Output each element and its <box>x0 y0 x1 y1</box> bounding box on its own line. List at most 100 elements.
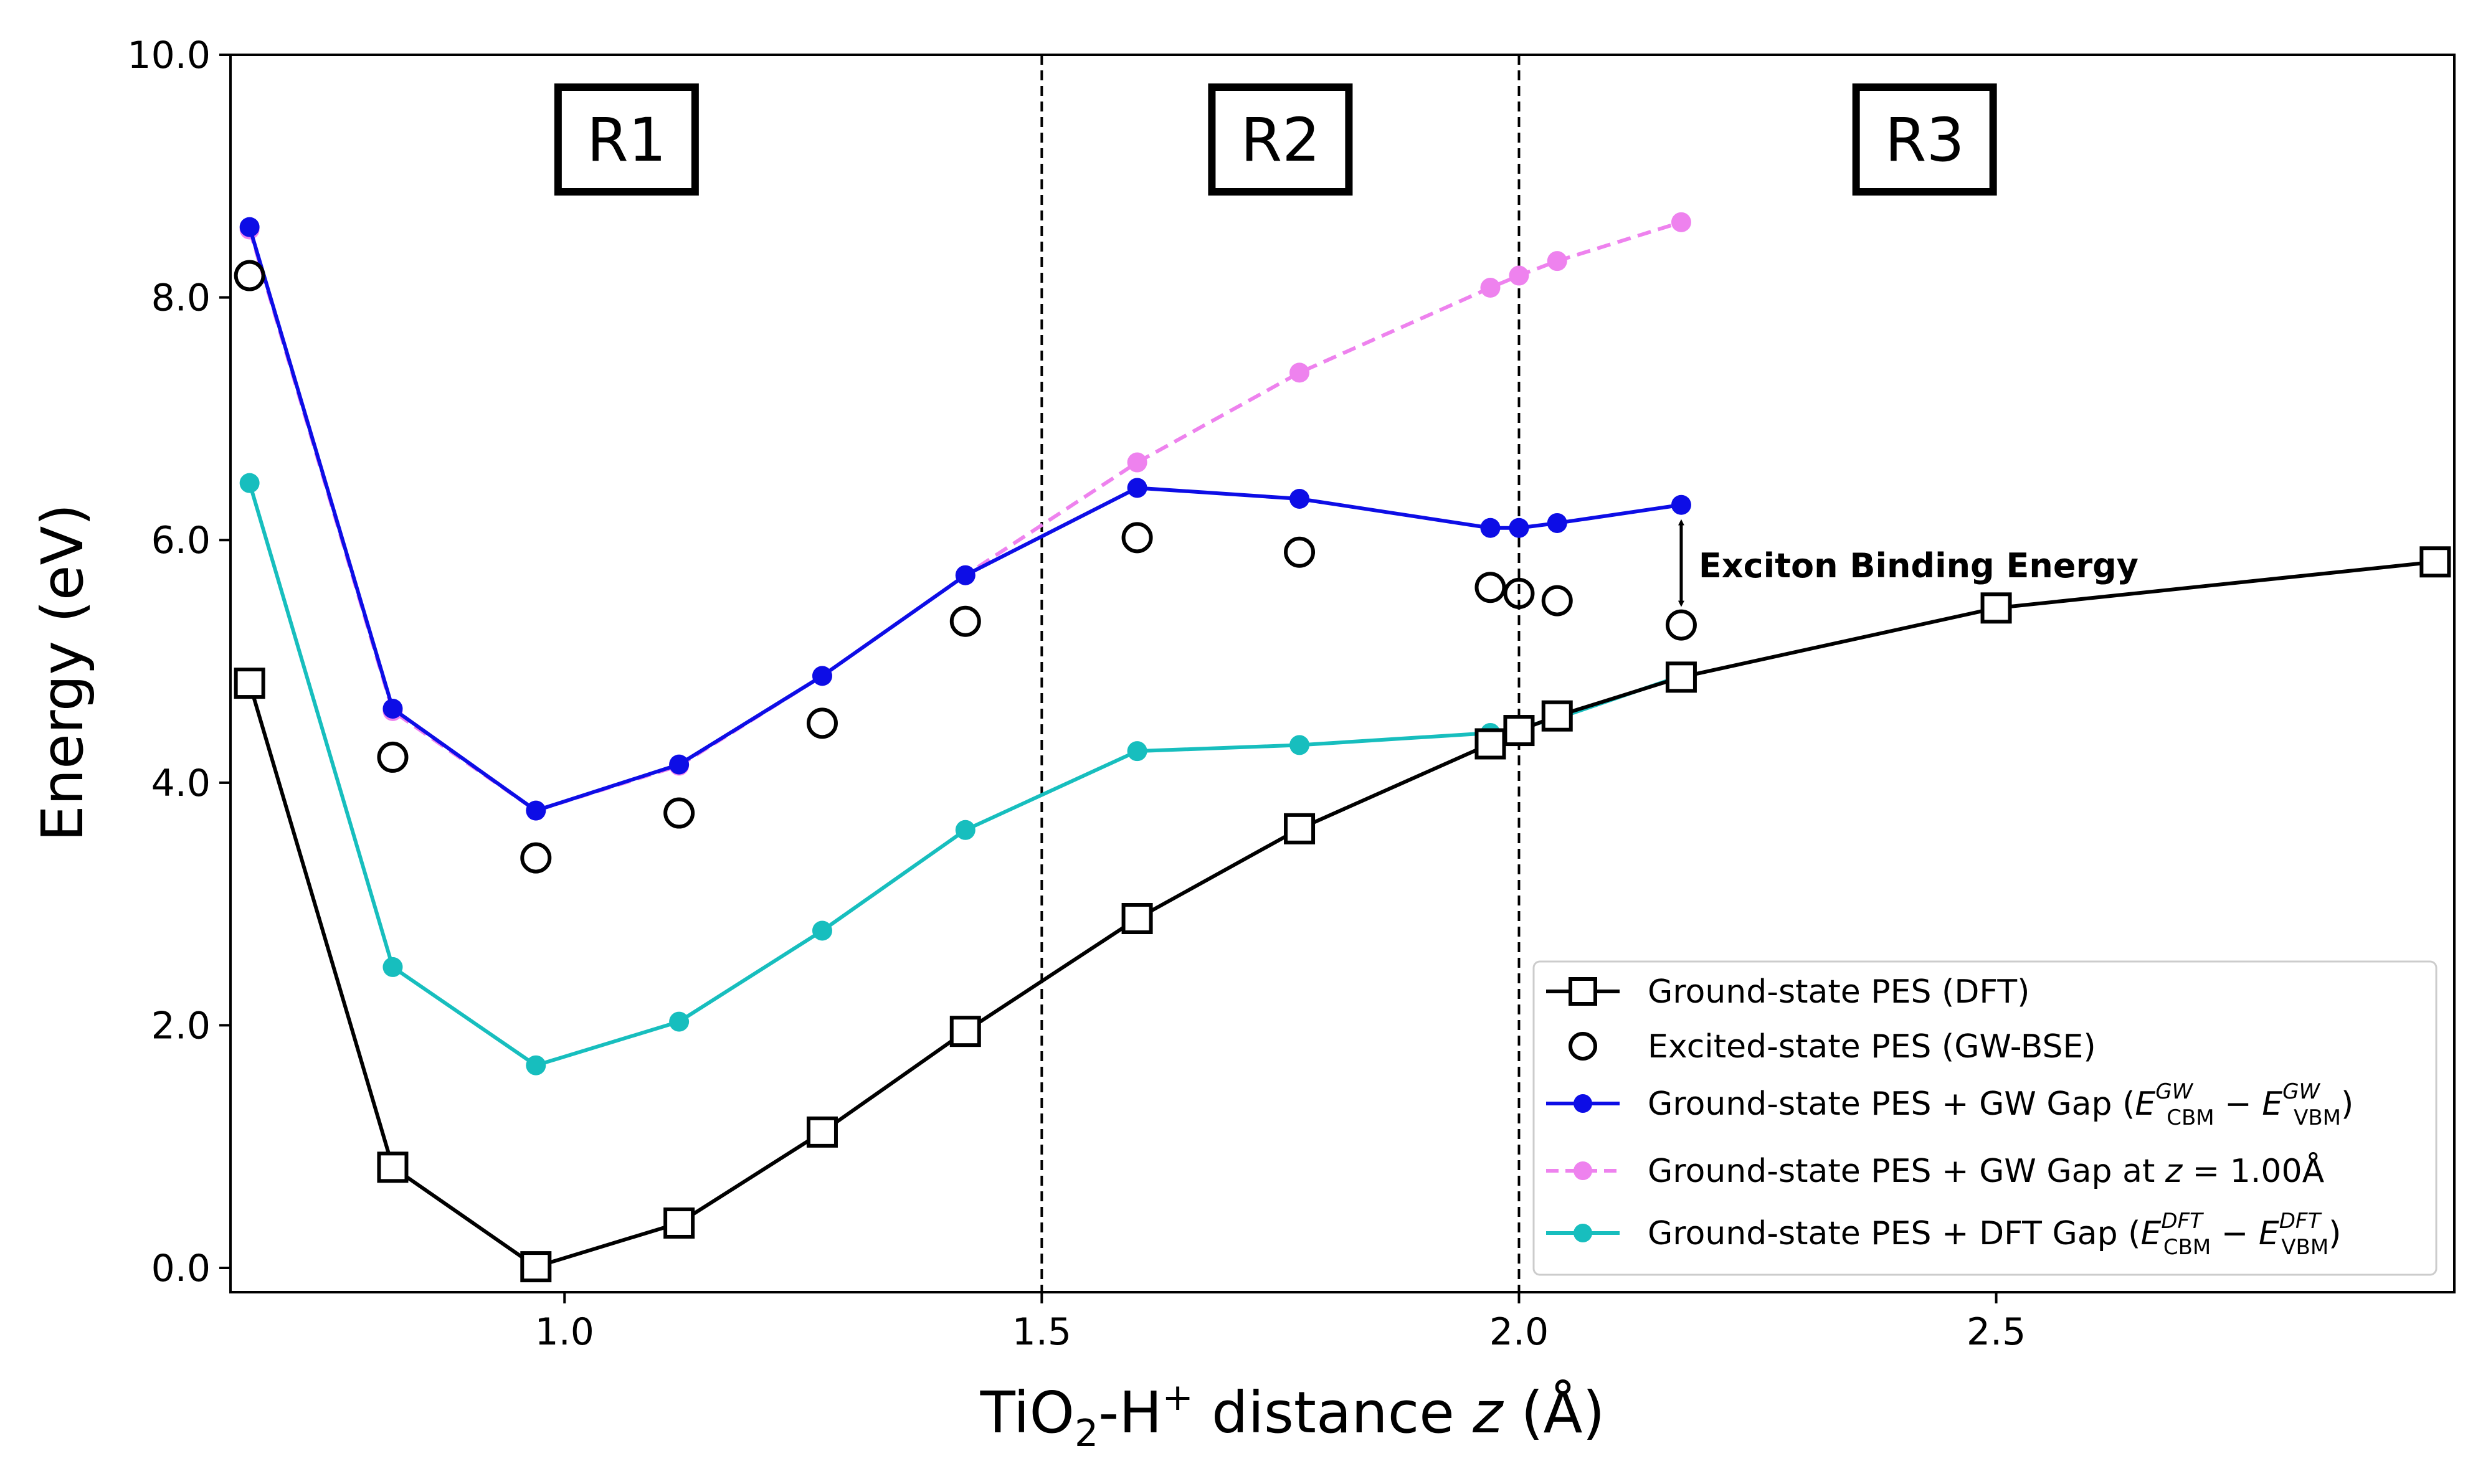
data-point <box>1541 700 1573 732</box>
y-tick-label: 8.0 <box>151 276 211 320</box>
data-point <box>1289 488 1310 509</box>
data-point <box>949 605 981 637</box>
data-point <box>1284 536 1316 568</box>
data-point <box>669 1011 690 1032</box>
y-tick-label: 6.0 <box>151 519 211 562</box>
legend-entry-4: Ground-state PES + DFT Gap (EDFT CBM − ED… <box>1546 1209 2341 1260</box>
data-point <box>949 1016 981 1047</box>
data-point <box>382 957 403 977</box>
data-point <box>1541 585 1573 617</box>
data-point <box>1503 715 1535 747</box>
region-r2: R2 <box>1208 83 1353 196</box>
data-point <box>1665 609 1697 641</box>
data-point <box>1127 478 1147 498</box>
data-point <box>1665 661 1697 693</box>
data-point <box>520 1251 552 1283</box>
y-axis-ticks: 0.0 2.0 4.0 6.0 8.0 10.0 <box>127 34 230 1290</box>
legend-label: Ground-state PES + GW Gap at z = 1.00Å <box>1648 1151 2325 1190</box>
x-axis-title: TiO2-H+ distance z (Å) <box>980 1376 1605 1455</box>
x-tick-label: 1.5 <box>1012 1310 1071 1354</box>
data-point <box>663 797 695 829</box>
region-box <box>1852 83 1997 196</box>
data-point <box>234 668 265 699</box>
exciton-annotation: Exciton Binding Energy <box>1678 519 2139 607</box>
data-point <box>1474 572 1506 603</box>
data-point <box>526 1055 546 1075</box>
legend-marker <box>1574 1094 1592 1113</box>
data-point <box>1671 212 1691 232</box>
region-label-text: R3 <box>1885 105 1965 175</box>
region-labels: R1 R2 R3 <box>554 83 1997 196</box>
legend-marker <box>1574 1161 1592 1180</box>
region-label-text: R2 <box>1241 105 1321 175</box>
series-0 <box>234 546 2451 1283</box>
region-label-text: R1 <box>587 105 667 175</box>
data-series <box>234 212 2451 1283</box>
legend-entry-1: Excited-state PES (GW-BSE) <box>1569 1028 2096 1066</box>
legend: Ground-state PES (DFT) Excited-state PES … <box>1532 960 2438 1276</box>
data-point <box>526 800 546 821</box>
legend-entry-2: Ground-state PES + GW Gap (EGW CBM − EGW V… <box>1546 1079 2353 1130</box>
series-line <box>247 560 2436 1269</box>
region-r1: R1 <box>554 83 699 196</box>
data-point <box>2419 546 2451 578</box>
legend-box <box>1532 960 2438 1276</box>
series-4 <box>239 473 1691 1075</box>
data-point <box>1127 452 1147 473</box>
plot-frame <box>229 54 2456 1293</box>
data-point <box>1289 735 1310 755</box>
data-point <box>520 842 552 874</box>
legend-marker <box>1569 977 1597 1006</box>
data-point <box>1474 728 1506 760</box>
data-point <box>955 820 976 840</box>
series-1 <box>234 260 1697 874</box>
y-tick-label: 10.0 <box>127 34 211 77</box>
data-point <box>377 741 409 773</box>
x-tick-label: 2.5 <box>1967 1310 2026 1354</box>
data-point <box>806 707 838 739</box>
series-line <box>247 220 1682 813</box>
region-box <box>554 83 699 196</box>
legend-marker <box>1569 1032 1597 1061</box>
series-line <box>247 226 1682 813</box>
data-point <box>234 260 265 291</box>
legend-marker <box>1574 1224 1592 1242</box>
data-point <box>1671 494 1691 515</box>
data-point <box>1509 518 1529 538</box>
data-point <box>1547 251 1567 272</box>
x-axis-ticks: 1.0 1.5 2.0 2.5 <box>535 1292 2026 1354</box>
legend-label: Excited-state PES (GW-BSE) <box>1648 1028 2096 1066</box>
series-3 <box>239 212 1691 821</box>
x-tick-label: 1.0 <box>535 1310 594 1354</box>
data-point <box>1547 513 1567 533</box>
data-point <box>669 754 690 775</box>
legend-label: Ground-state PES + DFT Gap (EDFT CBM − ED… <box>1648 1209 2341 1260</box>
data-point <box>663 1207 695 1239</box>
legend-label: Ground-state PES (DFT) <box>1648 973 2029 1011</box>
y-tick-label: 2.0 <box>151 1004 211 1047</box>
region-dividers <box>1040 55 1521 1292</box>
legend-entry-3: Ground-state PES + GW Gap at z = 1.00Å <box>1546 1151 2325 1190</box>
data-point <box>806 1116 838 1148</box>
x-tick-label: 2.0 <box>1489 1310 1549 1354</box>
data-point <box>955 565 976 585</box>
data-point <box>812 920 832 941</box>
data-point <box>1509 265 1529 286</box>
data-point <box>377 1151 409 1183</box>
data-point <box>382 698 403 719</box>
data-point <box>812 666 832 686</box>
legend-label: Ground-state PES + GW Gap (EGW CBM − EGW V… <box>1648 1079 2353 1130</box>
data-point <box>1127 741 1147 762</box>
y-tick-label: 4.0 <box>151 762 211 805</box>
exciton-label: Exciton Binding Energy <box>1699 546 2139 585</box>
data-point <box>1289 362 1310 383</box>
data-point <box>1284 813 1316 844</box>
data-point <box>1480 278 1501 298</box>
region-r3: R3 <box>1852 83 1997 196</box>
y-tick-label: 0.0 <box>151 1247 211 1290</box>
region-box <box>1208 83 1353 196</box>
legend-entry-0: Ground-state PES (DFT) <box>1546 973 2029 1011</box>
data-point <box>1121 522 1153 554</box>
data-point <box>1980 592 2012 624</box>
